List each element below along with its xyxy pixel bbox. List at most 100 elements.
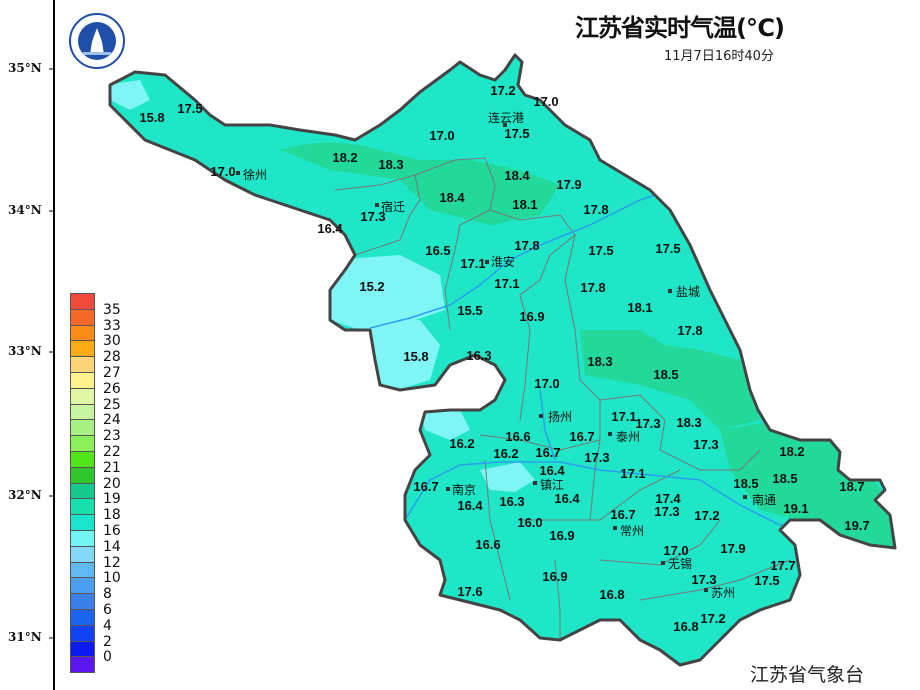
station-temperature: 18.3 <box>587 354 612 369</box>
legend-label: 6 <box>103 602 112 618</box>
cool-zone <box>420 410 470 440</box>
station-temperature: 16.7 <box>413 479 438 494</box>
station-temperature: 17.8 <box>677 323 702 338</box>
legend-label: 16 <box>103 523 121 539</box>
legend-label: 19 <box>103 491 121 508</box>
legend-label: 10 <box>103 570 121 587</box>
legend-swatch <box>70 545 95 563</box>
station-temperature: 18.4 <box>439 190 465 205</box>
city-boundaries <box>334 157 791 640</box>
station-temperature: 17.0 <box>533 94 558 109</box>
warm-zone <box>720 420 895 560</box>
legend-swatch <box>70 372 95 389</box>
city-marker: 徐州 <box>236 167 267 182</box>
station-temperature: 16.2 <box>493 446 518 461</box>
station-temperature: 16.3 <box>466 348 491 363</box>
latitude-label: 34°N <box>8 203 42 217</box>
legend-swatch <box>70 451 95 468</box>
station-temperature: 16.4 <box>554 491 580 506</box>
city-name: 宿迁 <box>381 199 405 214</box>
city-name: 南京 <box>452 482 476 497</box>
station-temperature: 17.0 <box>210 164 235 179</box>
latitude-label: 33°N <box>8 344 42 358</box>
legend-swatch <box>70 308 95 326</box>
city-dot <box>503 123 507 127</box>
legend-swatch <box>70 530 95 547</box>
station-temperature: 18.4 <box>504 168 530 183</box>
station-temperature: 17.2 <box>700 611 725 626</box>
station-temperature: 17.2 <box>694 508 719 523</box>
map-title: 江苏省实时气温(℃) <box>575 14 785 42</box>
station-temperature: 17.5 <box>177 101 202 116</box>
station-temperature: 17.3 <box>654 504 679 519</box>
station-temperature: 16.8 <box>599 587 624 602</box>
cool-zone <box>330 255 445 330</box>
city-name: 镇江 <box>540 478 564 492</box>
legend-swatch <box>70 387 95 405</box>
city-name: 淮安 <box>491 254 515 269</box>
city-name: 盐城 <box>676 285 700 299</box>
city-dot <box>608 432 612 436</box>
station-temperature: 17.2 <box>490 83 515 98</box>
legend-swatch <box>70 293 95 310</box>
city-dot <box>485 260 489 264</box>
city-marker: 连云港 <box>488 110 524 127</box>
legend-swatch <box>70 561 95 579</box>
city-marker: 泰州 <box>608 430 640 444</box>
city-marker: 常州 <box>613 524 644 538</box>
city-name: 常州 <box>620 524 644 538</box>
station-temperature: 17.8 <box>580 280 605 295</box>
city-name: 无锡 <box>668 556 692 571</box>
meteorological-logo <box>68 12 126 70</box>
station-temperature: 15.8 <box>139 110 164 125</box>
city-marker: 南通 <box>743 492 776 507</box>
station-temperature: 17.8 <box>514 238 539 253</box>
station-temperature: 18.1 <box>512 197 537 212</box>
station-temperature: 18.2 <box>779 444 804 459</box>
station-temperature: 15.2 <box>359 279 384 294</box>
legend-label: 27 <box>103 365 121 381</box>
station-temperature: 19.1 <box>783 501 808 516</box>
station-temperature: 17.3 <box>635 416 660 431</box>
legend-label: 18 <box>103 507 121 524</box>
station-temperature: 18.5 <box>653 367 678 382</box>
station-temperature: 16.4 <box>457 498 483 513</box>
legend-swatch <box>70 356 95 373</box>
station-temperature: 16.3 <box>499 494 524 509</box>
city-name: 连云港 <box>488 110 524 125</box>
legend-label: 20 <box>103 475 121 492</box>
legend-swatch <box>70 403 95 421</box>
legend-label: 33 <box>103 317 121 334</box>
station-temperature: 17.5 <box>504 126 529 141</box>
latitude-label: 32°N <box>8 488 42 502</box>
canal <box>539 389 556 461</box>
station-temperature: 17.7 <box>770 558 795 573</box>
city-marker: 苏州 <box>704 586 735 600</box>
rivers <box>369 189 800 526</box>
station-temperature: 16.8 <box>673 619 698 634</box>
station-temperature: 17.8 <box>583 202 608 217</box>
city-name: 苏州 <box>711 586 735 600</box>
timestamp: 11月7日16时40分 <box>664 49 774 64</box>
station-temperature: 17.1 <box>494 276 519 291</box>
legend-label: 35 <box>103 301 121 318</box>
legend-swatch <box>70 514 95 531</box>
legend-swatch <box>70 656 95 674</box>
station-temperature: 16.5 <box>425 243 450 258</box>
station-temperature: 16.9 <box>519 309 544 324</box>
station-temperature: 16.2 <box>449 436 474 451</box>
station-temperature: 17.3 <box>360 209 385 224</box>
city-dot <box>661 561 665 565</box>
city-dot <box>668 289 672 293</box>
legend-swatch <box>70 624 95 642</box>
station-temperature: 17.1 <box>460 256 485 271</box>
legend-label: 26 <box>103 380 121 397</box>
city-dot <box>704 588 708 592</box>
station-temperature: 16.9 <box>542 569 567 584</box>
city-marker: 扬州 <box>539 409 572 424</box>
legend-label: 25 <box>103 396 121 413</box>
warm-zone <box>280 142 560 225</box>
cool-zone <box>370 320 440 392</box>
city-dot <box>539 414 543 418</box>
